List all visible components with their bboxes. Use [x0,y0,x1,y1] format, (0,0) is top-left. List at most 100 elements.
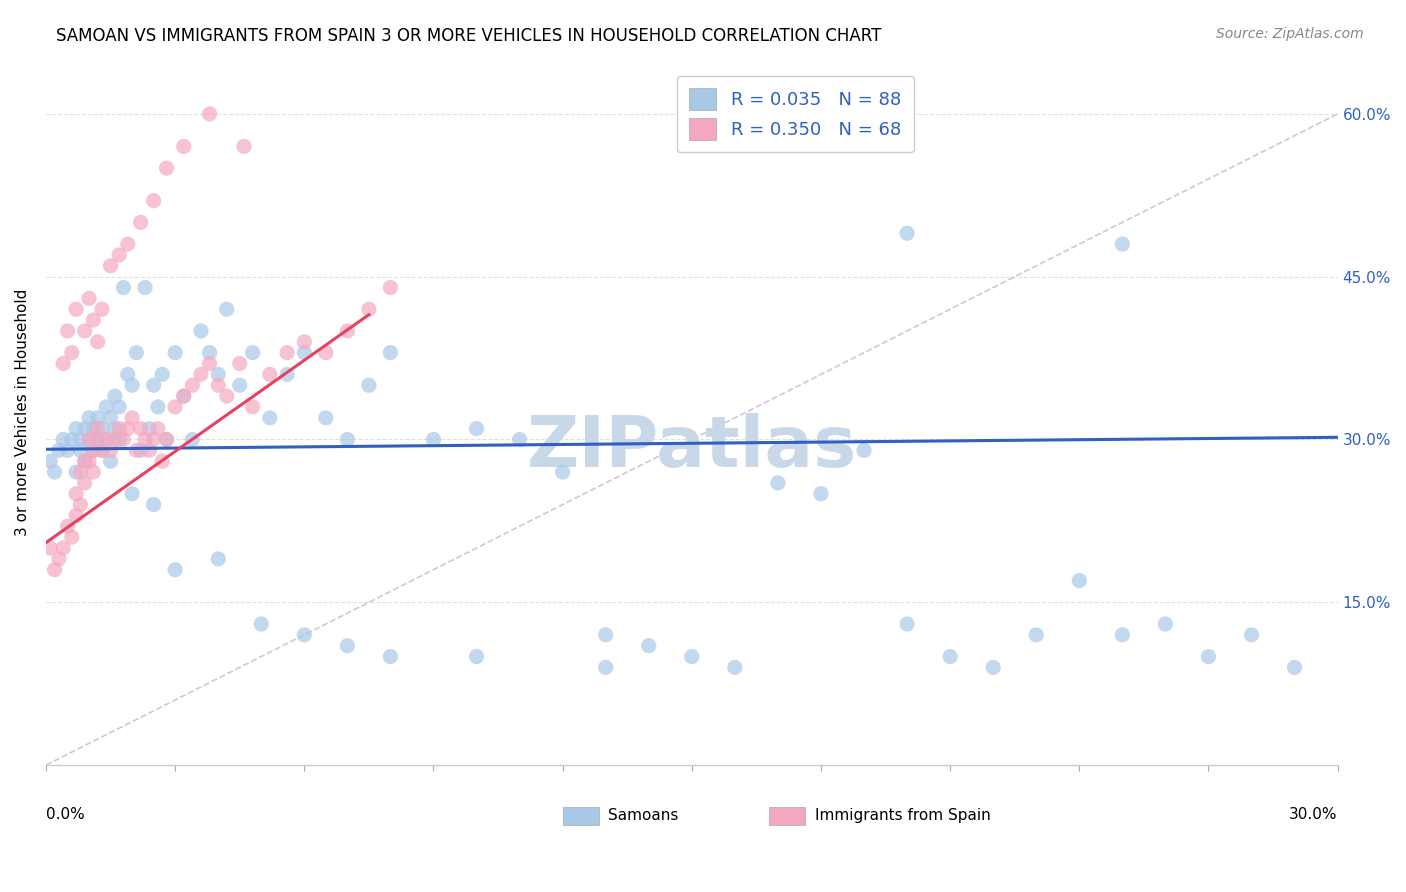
Point [44,563,66,577]
Point [1111,628,1133,642]
Point [82,443,104,458]
Point [39,541,62,555]
Point [142,194,165,208]
Text: SAMOAN VS IMMIGRANTS FROM SPAIN 3 OR MORE VEHICLES IN HOUSEHOLD CORRELATION CHAR: SAMOAN VS IMMIGRANTS FROM SPAIN 3 OR MOR… [56,27,882,45]
Point [77,292,100,306]
Text: Immigrants from Spain: Immigrants from Spain [814,808,990,823]
Point [150,454,173,468]
Point [357,378,380,392]
Point [198,357,221,371]
Point [766,475,789,490]
Point [121,378,143,392]
Point [77,433,100,447]
Point [52,433,75,447]
Point [39,454,62,468]
Point [96,433,118,447]
Point [52,357,75,371]
Point [190,368,212,382]
Point [108,433,131,447]
FancyBboxPatch shape [769,807,806,825]
Point [77,410,100,425]
Point [138,443,160,458]
Point [82,465,104,479]
Point [96,433,118,447]
Point [73,454,96,468]
Point [380,345,402,359]
Point [165,563,187,577]
Point [91,422,114,436]
Point [207,378,229,392]
Point [117,237,139,252]
Point [134,433,156,447]
Point [65,487,87,501]
Point [155,161,177,175]
Point [276,368,298,382]
Point [73,324,96,338]
Point [60,433,83,447]
Point [146,422,169,436]
Point [104,433,127,447]
Point [60,530,83,544]
Point [56,443,79,458]
Point [215,302,238,317]
Point [292,628,315,642]
Point [100,443,122,458]
Point [250,617,273,632]
Point [155,433,177,447]
Point [681,649,703,664]
Point [595,660,617,674]
Point [336,639,359,653]
Point [100,454,122,468]
Point [215,389,238,403]
Point [595,628,617,642]
Point [551,465,574,479]
Point [315,345,337,359]
Text: ZIPatlas: ZIPatlas [527,413,856,482]
Point [637,639,659,653]
Text: 30.0%: 30.0% [1289,807,1337,822]
Point [336,324,359,338]
Point [104,422,127,436]
Point [173,139,195,153]
Point [896,227,918,241]
Point [292,334,315,349]
Point [48,552,70,566]
FancyBboxPatch shape [562,807,599,825]
Point [100,410,122,425]
Point [981,660,1004,674]
Point [198,107,221,121]
Point [896,617,918,632]
Point [91,302,114,317]
Point [65,465,87,479]
Point [138,422,160,436]
Point [380,649,402,664]
Point [276,345,298,359]
Point [69,465,91,479]
Point [73,454,96,468]
Point [259,368,281,382]
Point [198,345,221,359]
Point [146,400,169,414]
Point [465,649,488,664]
Point [112,433,135,447]
Point [69,433,91,447]
Point [181,378,204,392]
Point [142,433,165,447]
Point [181,433,204,447]
Point [173,389,195,403]
Point [44,465,66,479]
Point [117,368,139,382]
Point [86,334,108,349]
Point [465,422,488,436]
Point [315,410,337,425]
Point [380,280,402,294]
Point [1154,617,1177,632]
Point [112,280,135,294]
Point [65,422,87,436]
Point [1069,574,1091,588]
Text: Source: ZipAtlas.com: Source: ZipAtlas.com [1216,27,1364,41]
Point [117,422,139,436]
Point [86,422,108,436]
Point [357,302,380,317]
Point [82,313,104,327]
